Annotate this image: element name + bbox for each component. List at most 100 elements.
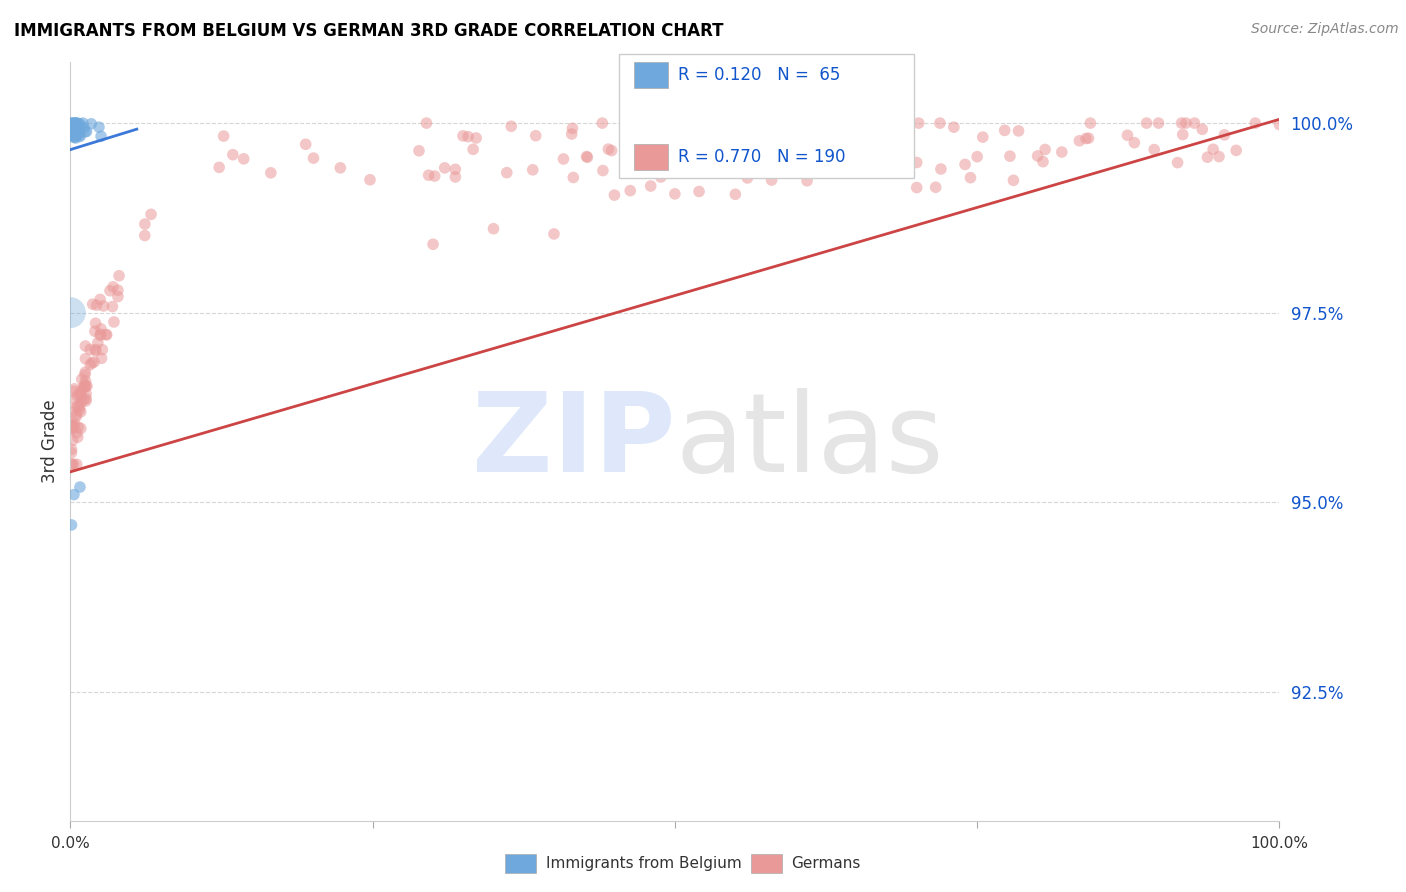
Point (75, 386, 97, 401)
Point (1033, 143, 1056, 157)
Point (76, 124, 98, 138)
Point (524, 128, 547, 143)
Point (62, 123, 84, 137)
Point (69, 117, 91, 131)
Point (83, 355, 105, 369)
Point (60, 119, 83, 133)
Point (63, 120, 86, 135)
Point (75, 393, 97, 408)
Point (63, 417, 86, 431)
Point (69, 421, 91, 435)
Point (62, 434, 84, 448)
Point (66, 400, 89, 414)
Point (65, 120, 87, 134)
Point (66, 430, 89, 444)
Point (60, 128, 83, 143)
Point (779, 137, 801, 152)
Point (1077, 131, 1099, 145)
Point (67, 420, 90, 434)
Point (994, 123, 1017, 137)
Point (1208, 150, 1230, 164)
Point (905, 180, 928, 194)
Point (1074, 131, 1097, 145)
Point (66, 128, 89, 143)
Point (65, 400, 87, 414)
Point (482, 221, 505, 235)
Point (70, 384, 93, 398)
Text: Germans: Germans (792, 856, 860, 871)
Point (63, 119, 86, 133)
Point (62, 420, 84, 434)
Point (60, 418, 83, 433)
Point (60, 120, 83, 135)
Point (63, 127, 86, 141)
Point (84, 343, 107, 358)
Point (359, 173, 381, 187)
Point (62, 405, 84, 419)
Point (60, 458, 83, 472)
Point (75, 351, 97, 366)
Point (457, 129, 479, 144)
Point (69, 405, 91, 419)
Point (66, 389, 89, 403)
Point (882, 138, 904, 153)
Point (782, 145, 804, 160)
Point (90, 327, 112, 342)
Point (62, 384, 84, 399)
Point (66, 120, 89, 135)
Point (433, 161, 456, 175)
Point (66, 458, 89, 472)
Point (75, 339, 97, 353)
Point (91, 343, 114, 357)
Point (107, 290, 129, 304)
Point (60, 116, 83, 130)
Point (598, 142, 620, 156)
Point (953, 157, 976, 171)
Point (465, 131, 488, 145)
Point (686, 146, 709, 161)
Point (63, 119, 86, 133)
Point (60, 458, 83, 472)
Point (1197, 150, 1219, 164)
Point (619, 184, 641, 198)
Point (737, 170, 759, 185)
Point (65, 408, 87, 422)
Point (86, 298, 108, 312)
Point (89, 328, 111, 343)
Point (1123, 136, 1146, 150)
Point (650, 169, 672, 184)
Point (90, 322, 112, 336)
Point (60, 518, 83, 533)
Point (543, 227, 565, 241)
Point (82, 297, 104, 311)
Point (60, 422, 83, 436)
Point (65, 128, 87, 143)
Point (60, 119, 83, 133)
Point (75, 374, 97, 388)
Point (463, 142, 485, 156)
Point (65, 131, 87, 145)
Point (576, 150, 599, 164)
Point (1244, 116, 1267, 130)
Point (72, 116, 94, 130)
Point (929, 162, 952, 177)
Point (444, 169, 467, 184)
Point (232, 152, 254, 166)
Point (108, 268, 131, 283)
Point (60, 422, 83, 436)
Point (80, 117, 103, 131)
Point (845, 116, 868, 130)
Point (444, 162, 467, 177)
Point (408, 144, 430, 158)
Point (640, 179, 662, 194)
Point (63, 119, 86, 133)
Point (1167, 155, 1189, 169)
Point (62, 418, 84, 433)
Point (785, 155, 807, 169)
Point (69, 129, 91, 144)
Point (1050, 145, 1073, 159)
Point (907, 116, 929, 130)
Point (808, 139, 831, 153)
Point (851, 144, 873, 158)
Point (134, 228, 156, 243)
